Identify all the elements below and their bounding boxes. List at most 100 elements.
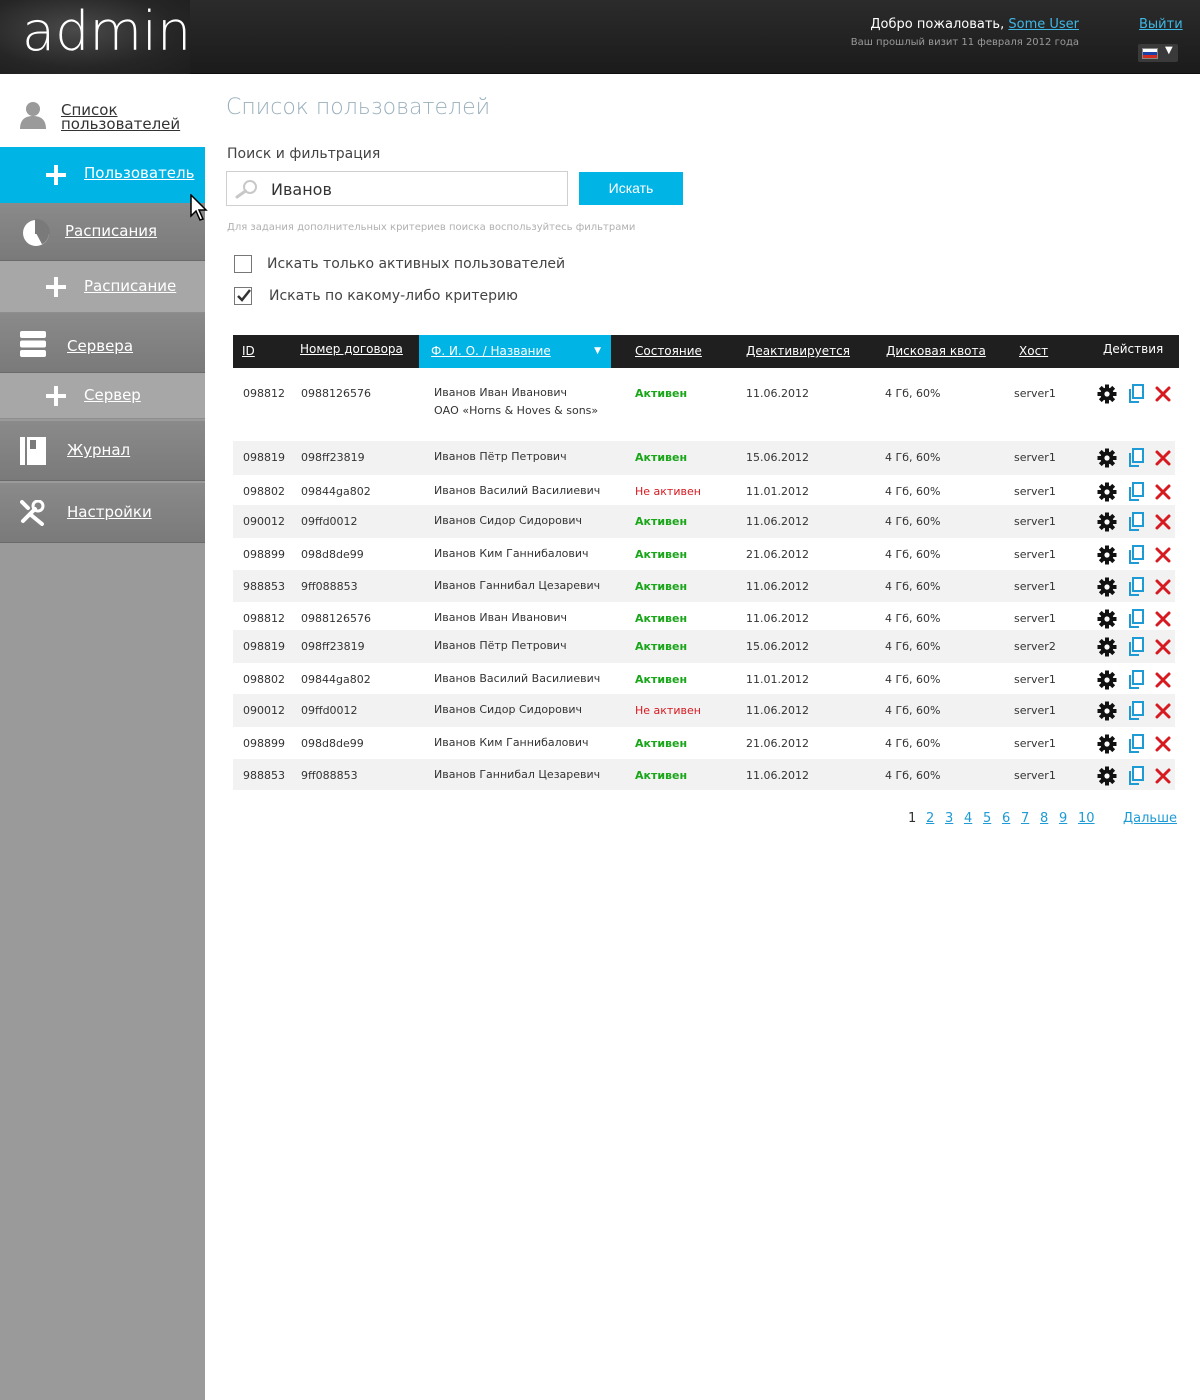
delete-icon[interactable] <box>1153 637 1173 657</box>
column-header-contract[interactable]: Номер договора <box>300 342 403 356</box>
delete-icon[interactable] <box>1153 701 1173 721</box>
column-header-host[interactable]: Хост <box>1019 344 1049 358</box>
sidebar-item-journal[interactable]: Журнал <box>0 421 205 481</box>
cell-id: 098819 <box>243 640 285 653</box>
column-header-status[interactable]: Состояние <box>635 344 702 358</box>
search-input[interactable] <box>271 177 561 201</box>
gear-icon[interactable] <box>1097 482 1117 502</box>
sidebar-item-add-user[interactable]: Пользователь <box>0 147 205 203</box>
copy-icon[interactable] <box>1126 670 1146 690</box>
cell-id: 098802 <box>243 673 285 686</box>
cell-host: server2 <box>1014 640 1056 653</box>
sidebar-item-label: Журнал <box>67 441 131 459</box>
page-link[interactable]: 4 <box>964 811 973 826</box>
gear-icon[interactable] <box>1097 448 1117 468</box>
cell-name: Иванов Ганнибал Цезаревич <box>434 766 600 784</box>
tools-icon <box>20 500 45 526</box>
cell-id: 988853 <box>243 769 285 782</box>
copy-icon[interactable] <box>1126 384 1146 404</box>
sidebar-item-users[interactable]: Список пользователей <box>0 75 205 147</box>
cell-contract: 098d8de99 <box>301 737 364 750</box>
sidebar-item-add-schedule[interactable]: Расписание <box>0 261 205 313</box>
cell-name: Иванов Иван Иванович ОАО «Horns & Hoves &… <box>434 384 598 420</box>
language-selector[interactable]: ▼ <box>1138 44 1178 62</box>
gear-icon[interactable] <box>1097 637 1117 657</box>
logout-link[interactable]: Выйти <box>1139 17 1183 32</box>
copy-icon[interactable] <box>1126 701 1146 721</box>
active-only-checkbox[interactable] <box>234 255 252 273</box>
cell-id: 098899 <box>243 737 285 750</box>
sidebar-item-settings[interactable]: Настройки <box>0 483 205 543</box>
delete-icon[interactable] <box>1153 609 1173 629</box>
page-link[interactable]: 3 <box>945 811 954 826</box>
gear-icon[interactable] <box>1097 512 1117 532</box>
criteria-checkbox[interactable] <box>234 287 252 305</box>
cell-id: 098899 <box>243 548 285 561</box>
gear-icon[interactable] <box>1097 766 1117 786</box>
cell-deactivates: 11.06.2012 <box>746 387 809 400</box>
copy-icon[interactable] <box>1126 577 1146 597</box>
sidebar-item-label: Расписания <box>65 222 158 240</box>
sidebar-item-label: Сервера <box>67 337 134 355</box>
sidebar-item-schedules[interactable]: Расписания <box>0 203 205 261</box>
logo[interactable]: admin <box>0 0 191 74</box>
gear-icon[interactable] <box>1097 609 1117 629</box>
copy-icon[interactable] <box>1126 766 1146 786</box>
gear-icon[interactable] <box>1097 670 1117 690</box>
delete-icon[interactable] <box>1153 734 1173 754</box>
copy-icon[interactable] <box>1126 512 1146 532</box>
sidebar-item-add-server[interactable]: Сервер <box>0 373 205 419</box>
copy-icon[interactable] <box>1126 637 1146 657</box>
gear-icon[interactable] <box>1097 734 1117 754</box>
copy-icon[interactable] <box>1126 482 1146 502</box>
cell-quota: 4 Гб, 60% <box>885 451 941 464</box>
page-link[interactable]: 9 <box>1059 811 1068 826</box>
next-page-link[interactable]: Дальше <box>1123 811 1177 826</box>
column-header-name[interactable]: Ф. И. О. / Название ▼ <box>419 335 611 368</box>
chevron-down-icon: ▼ <box>1165 45 1173 56</box>
cell-contract: 098ff23819 <box>301 451 365 464</box>
user-icon <box>20 102 46 129</box>
cell-host: server1 <box>1014 548 1056 561</box>
page-link[interactable]: 10 <box>1078 811 1095 826</box>
gear-icon[interactable] <box>1097 384 1117 404</box>
copy-icon[interactable] <box>1126 734 1146 754</box>
column-header-id[interactable]: ID <box>242 344 255 358</box>
delete-icon[interactable] <box>1153 577 1173 597</box>
search-box[interactable] <box>226 171 568 206</box>
delete-icon[interactable] <box>1153 448 1173 468</box>
gear-icon[interactable] <box>1097 577 1117 597</box>
page-link[interactable]: 2 <box>926 811 935 826</box>
plus-icon <box>46 165 66 185</box>
active-only-label[interactable]: Искать только активных пользователей <box>267 256 566 272</box>
sidebar-item-servers[interactable]: Сервера <box>0 313 205 373</box>
welcome-text: Добро пожаловать, <box>870 17 1005 32</box>
plus-icon <box>46 277 66 297</box>
cell-contract: 09844ga802 <box>301 485 371 498</box>
cell-deactivates: 11.06.2012 <box>746 580 809 593</box>
delete-icon[interactable] <box>1153 482 1173 502</box>
page-link[interactable]: 6 <box>1002 811 1011 826</box>
delete-icon[interactable] <box>1153 670 1173 690</box>
page-link[interactable]: 5 <box>983 811 992 826</box>
delete-icon[interactable] <box>1153 512 1173 532</box>
status-badge: Активен <box>635 769 688 782</box>
column-header-quota[interactable]: Дисковая квота <box>886 344 986 358</box>
gear-icon[interactable] <box>1097 701 1117 721</box>
cell-name: Иванов Пётр Петрович <box>434 637 567 655</box>
copy-icon[interactable] <box>1126 448 1146 468</box>
column-header-deactivates[interactable]: Деактивируется <box>746 344 850 358</box>
copy-icon[interactable] <box>1126 609 1146 629</box>
page-link[interactable]: 8 <box>1040 811 1049 826</box>
sidebar-item-label: Список пользователей <box>61 101 181 133</box>
delete-icon[interactable] <box>1153 384 1173 404</box>
delete-icon[interactable] <box>1153 545 1173 565</box>
page-link[interactable]: 7 <box>1021 811 1030 826</box>
user-name-link[interactable]: Some User <box>1008 17 1079 32</box>
cell-contract: 9ff088853 <box>301 769 358 782</box>
gear-icon[interactable] <box>1097 545 1117 565</box>
delete-icon[interactable] <box>1153 766 1173 786</box>
copy-icon[interactable] <box>1126 545 1146 565</box>
search-button[interactable]: Искать <box>579 172 683 205</box>
criteria-label[interactable]: Искать по какому-либо критерию <box>269 288 518 304</box>
